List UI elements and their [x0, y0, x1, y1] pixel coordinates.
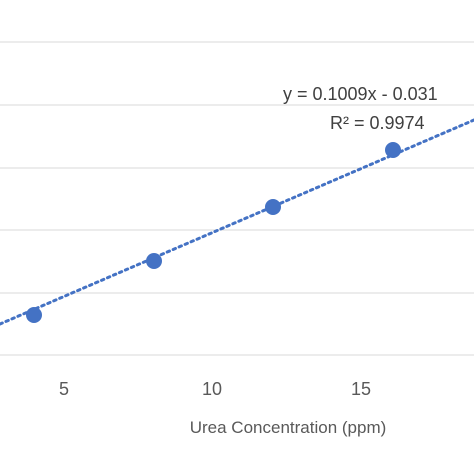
horizontal-gridlines: [0, 41, 474, 356]
data-point: [146, 253, 162, 269]
x-tick-label: 15: [351, 379, 371, 399]
x-tick-label: 10: [202, 379, 222, 399]
trendline-r-squared: R² = 0.9974: [330, 113, 425, 133]
data-point: [385, 142, 401, 158]
data-points: [26, 142, 401, 323]
data-point: [26, 307, 42, 323]
data-point: [265, 199, 281, 215]
x-axis-tick-labels: 5 10 15: [59, 379, 371, 399]
x-axis-title: Urea Concentration (ppm): [190, 418, 387, 437]
trendline-equation: y = 0.1009x - 0.031: [283, 84, 438, 104]
x-tick-label: 5: [59, 379, 69, 399]
